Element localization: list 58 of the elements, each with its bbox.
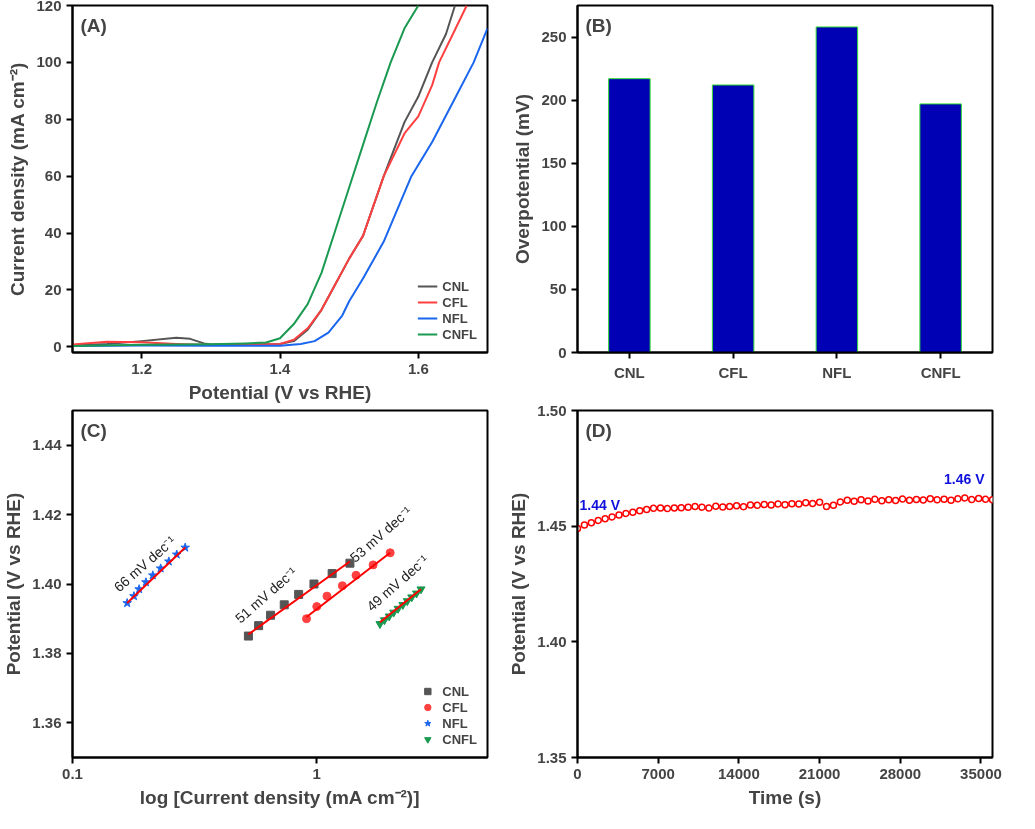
x-tick-label: 21000 (798, 764, 841, 782)
annotation: 1.44 V (579, 496, 621, 513)
x-tick-label: 0.1 (62, 764, 83, 782)
x-tick-label: 1.6 (407, 359, 429, 377)
legend-label: CFL (442, 294, 468, 310)
x-tick-label: 7000 (641, 764, 675, 782)
legend-label: NFL (442, 310, 468, 326)
y-tick-label: 20 (44, 280, 62, 298)
x-tick-label: 1.4 (269, 359, 292, 377)
y-axis-title: Potential (V vs RHE) (508, 492, 530, 676)
legend-label: CNFL (442, 731, 477, 747)
legend-label: CNL (442, 683, 470, 699)
annotation: 1.46 V (944, 470, 986, 487)
y-tick-label: 1.44 (32, 436, 63, 454)
y-tick-label: 60 (44, 167, 62, 185)
y-tick-label: 1.50 (537, 401, 567, 419)
x-tick-label: NFL (822, 363, 852, 381)
x-axis-title: Potential (V vs RHE) (188, 381, 372, 403)
y-tick-label: 1.35 (537, 748, 567, 766)
x-tick-label: 0 (573, 764, 582, 782)
y-axis-title: Current density (mA cm⁻²) (7, 62, 29, 297)
x-tick-label: 1.2 (131, 359, 153, 377)
x-tick-label: CNL (613, 363, 645, 381)
annotation: (A) (80, 14, 107, 36)
y-tick-label: 100 (36, 53, 62, 71)
x-tick-label: 28000 (879, 764, 922, 782)
y-tick-label: 0 (53, 337, 62, 355)
x-tick-label: CFL (718, 363, 748, 381)
y-tick-label: 1.38 (32, 644, 62, 662)
legend-label: CFL (442, 699, 468, 715)
x-tick-label: 35000 (960, 764, 1002, 782)
legend-label: CNFL (442, 326, 477, 342)
x-tick-label: 1 (312, 764, 321, 782)
y-tick-label: 50 (549, 280, 567, 298)
y-tick-label: 1.36 (32, 713, 62, 731)
y-axis-title: Potential (V vs RHE) (3, 492, 25, 676)
y-tick-label: 1.42 (32, 505, 62, 523)
annotation: (D) (585, 419, 612, 441)
y-tick-label: 100 (541, 217, 567, 235)
legend-label: CNL (442, 278, 470, 294)
y-tick-label: 40 (44, 224, 62, 242)
y-tick-label: 250 (541, 28, 567, 46)
y-tick-label: 1.45 (537, 517, 567, 535)
y-tick-label: 120 (36, 0, 62, 14)
y-tick-label: 80 (44, 110, 62, 128)
y-tick-label: 1.40 (32, 575, 62, 592)
y-tick-label: 0 (558, 343, 567, 361)
x-tick-label: CNFL (920, 363, 961, 381)
y-tick-label: 200 (541, 91, 567, 109)
y-tick-label: 1.40 (537, 632, 567, 650)
annotation: (B) (585, 14, 612, 36)
x-tick-label: 14000 (718, 764, 760, 782)
y-tick-label: 150 (541, 154, 567, 172)
x-axis-title: Time (s) (748, 786, 822, 808)
annotation: (C) (80, 419, 107, 441)
y-axis-title: Overpotential (mV) (512, 94, 534, 264)
x-axis-title: log [Current density (mA cm⁻²)] (139, 786, 420, 808)
legend-label: NFL (442, 715, 468, 731)
